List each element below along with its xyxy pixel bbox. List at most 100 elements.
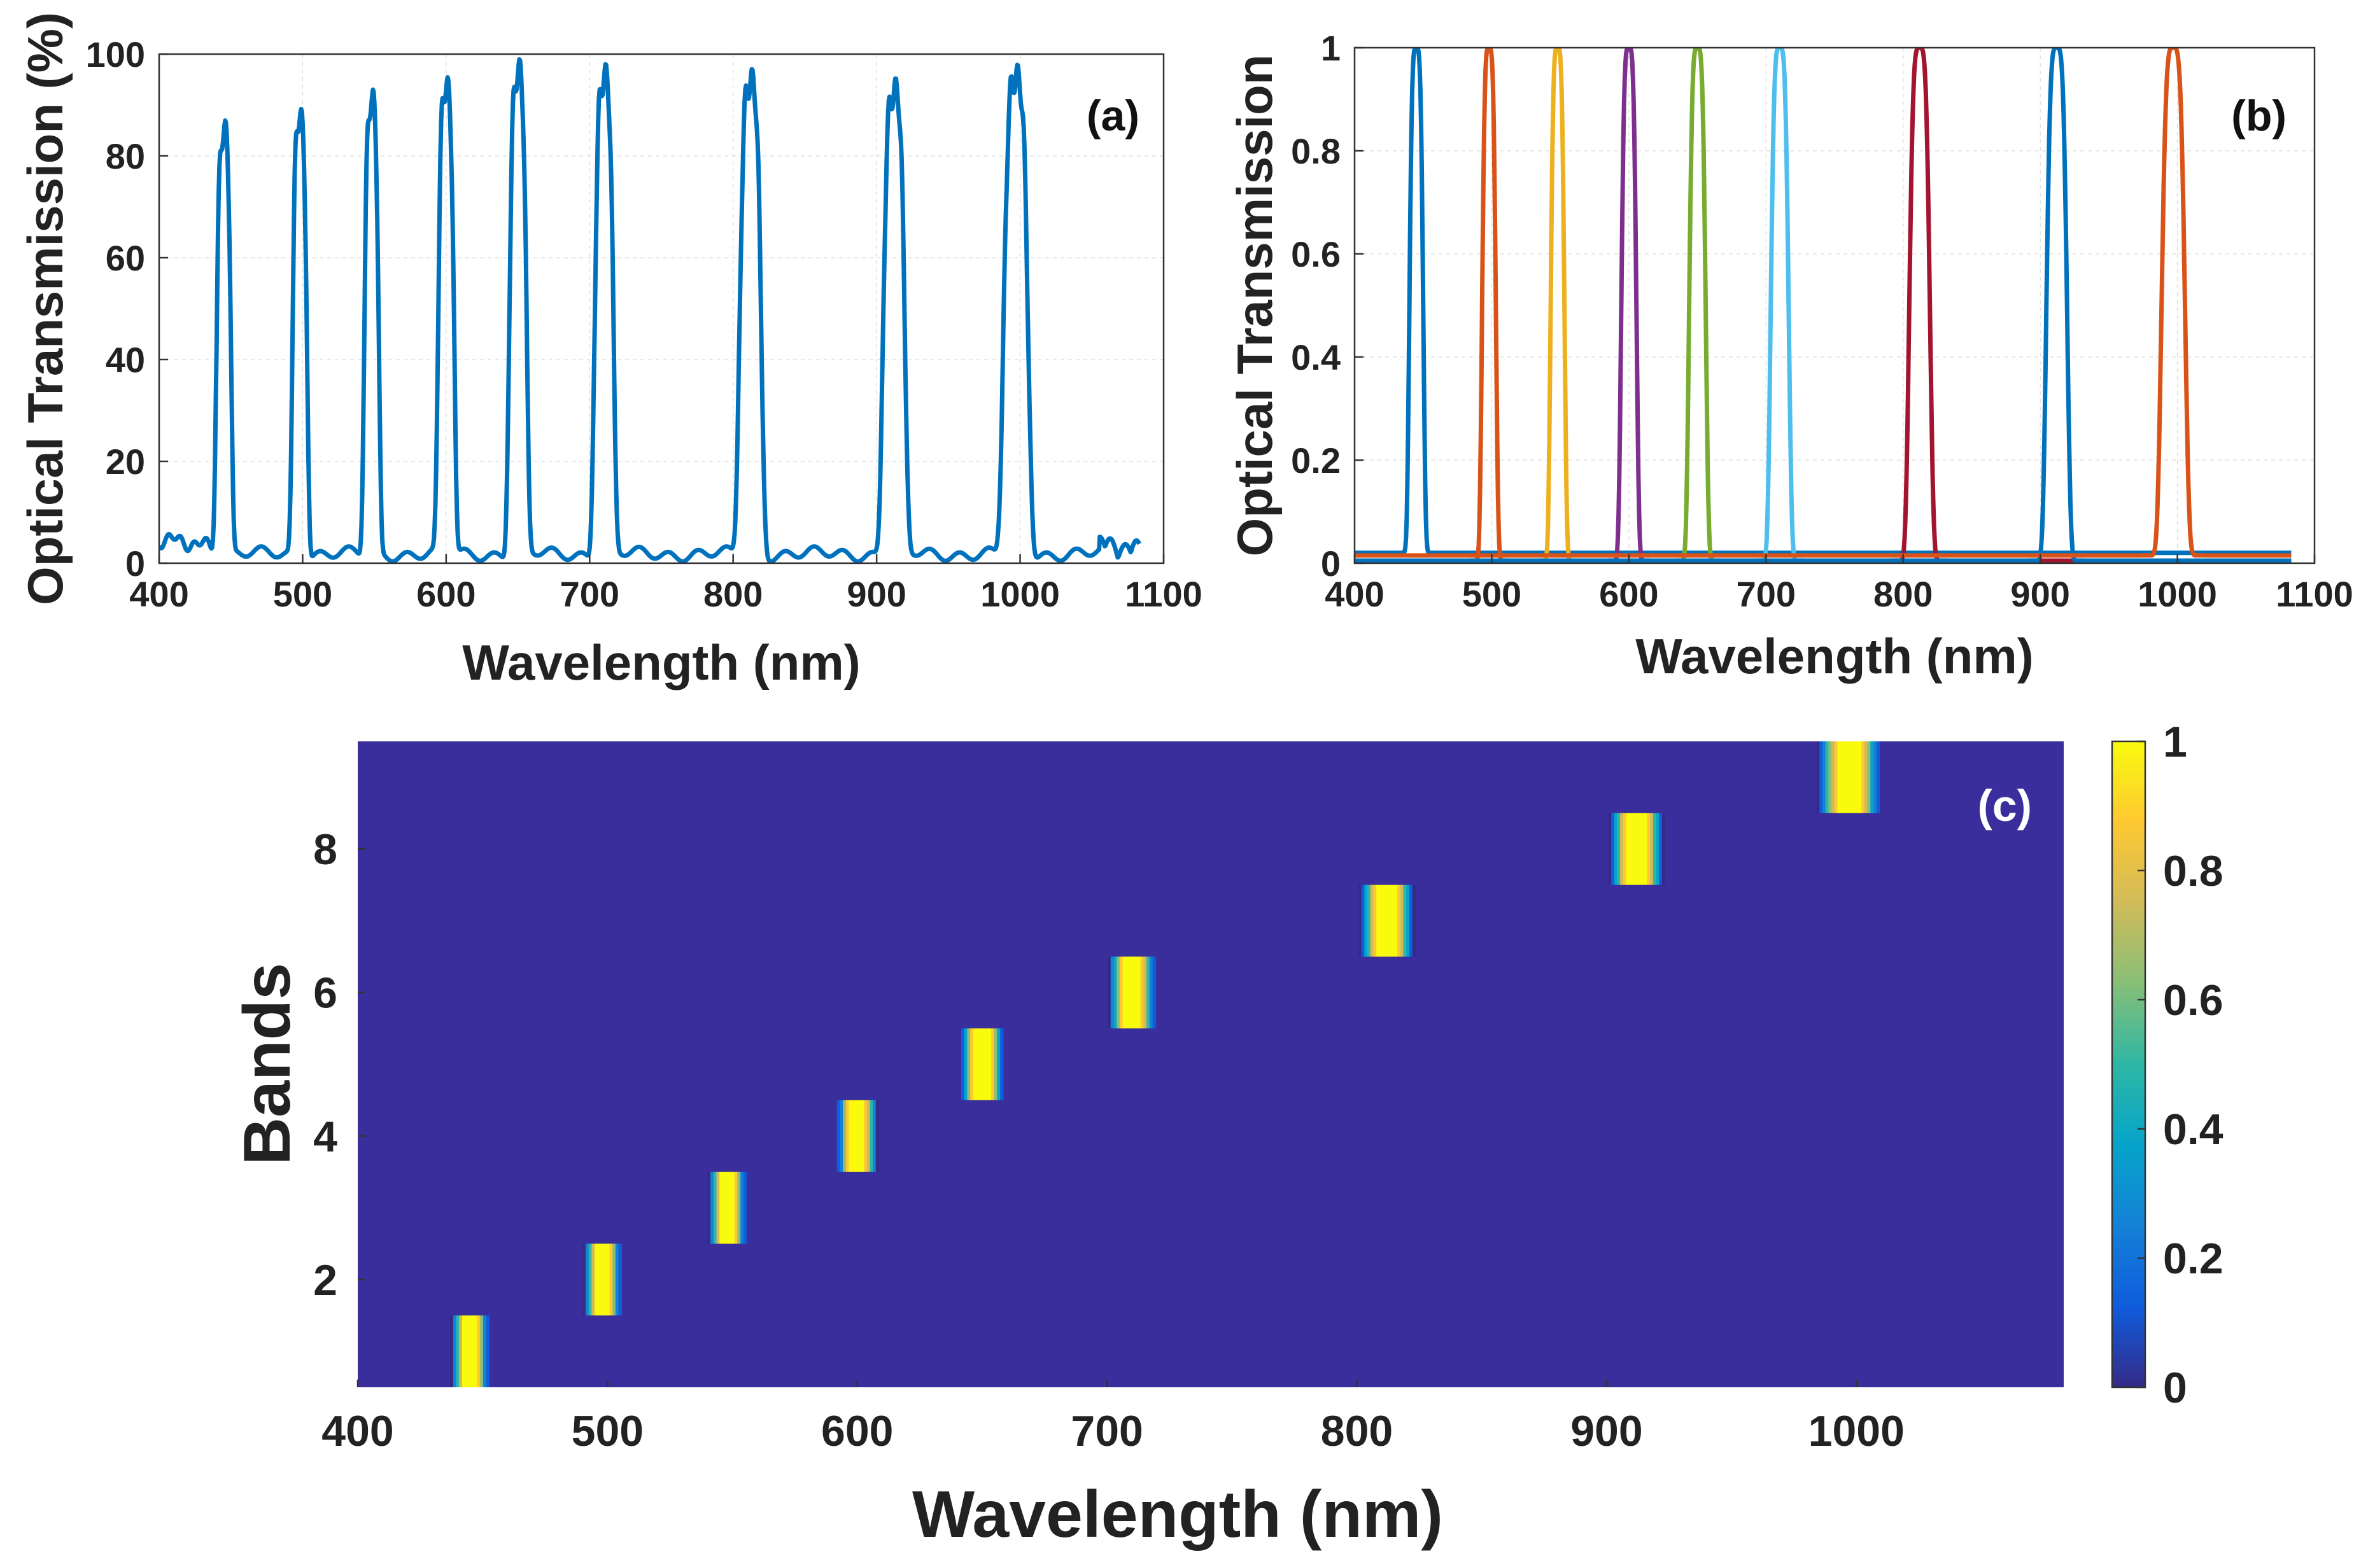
heatmap-cell-band-7 bbox=[1364, 885, 1368, 957]
heatmap-cell-band-6 bbox=[1138, 956, 1141, 1029]
heatmap-cell-band-4 bbox=[852, 1100, 856, 1172]
heatmap-cell-band-8 bbox=[1608, 813, 1612, 885]
heatmap-cell-band-6 bbox=[1134, 956, 1138, 1029]
chart-b-x-tick-label: 900 bbox=[2010, 574, 2069, 614]
chart-a-x-tick-label: 900 bbox=[847, 574, 906, 614]
heatmap-cell-band-8 bbox=[1626, 813, 1630, 885]
colorbar bbox=[2111, 740, 2146, 1389]
chart-a-y-tick-label: 0 bbox=[125, 543, 145, 584]
heatmap-cell-band-2 bbox=[582, 1243, 586, 1316]
heatmap-cell-band-1 bbox=[450, 1315, 454, 1387]
chart-b-series-lines bbox=[1355, 48, 2293, 563]
chart-panel-b: 400 500 600 700 800 900 1000 1100 0 0.2 0.4 0.6 0.8 1… bbox=[1227, 28, 2353, 684]
heatmap-cell-band-8 bbox=[1620, 813, 1624, 885]
heatmap-cell-band-7 bbox=[1397, 885, 1401, 957]
heatmap-cell-band-9 bbox=[1858, 741, 1862, 813]
heatmap-cell-band-6 bbox=[1140, 956, 1144, 1029]
heatmap-cell-band-4 bbox=[864, 1100, 868, 1172]
chart-c-x-tick-label: 400 bbox=[321, 1407, 393, 1455]
heatmap-cell-band-9 bbox=[1870, 741, 1874, 813]
heatmap-cell-band-7 bbox=[1391, 885, 1395, 957]
heatmap-cell-band-1 bbox=[474, 1315, 478, 1387]
heatmap-cell-band-1 bbox=[480, 1315, 484, 1387]
heatmap-cell-band-5 bbox=[1000, 1028, 1004, 1100]
chart-b-x-tick-label: 600 bbox=[1599, 574, 1658, 614]
chart-a-x-tick-label: 500 bbox=[273, 574, 332, 614]
heatmap-cell-band-7 bbox=[1382, 885, 1386, 957]
heatmap-cell-band-7 bbox=[1412, 885, 1416, 957]
heatmap-cell-band-1 bbox=[477, 1315, 481, 1387]
heatmap-cell-band-6 bbox=[1152, 956, 1156, 1029]
heatmap-cell-band-7 bbox=[1373, 885, 1377, 957]
heatmap-cell-band-7 bbox=[1358, 885, 1362, 957]
heatmap-cell-band-9 bbox=[1828, 741, 1832, 813]
colorbar-tick-label: 0 bbox=[2163, 1364, 2187, 1412]
chart-a-x-tick-label: 700 bbox=[560, 574, 619, 614]
heatmap-cell-band-6 bbox=[1143, 956, 1147, 1029]
chart-a-y-tick-label: 20 bbox=[106, 442, 145, 482]
chart-c-x-axis-label: Wavelength (nm) bbox=[912, 1478, 1443, 1551]
heatmap-cell-band-5 bbox=[976, 1028, 980, 1100]
chart-b-series-line-9 bbox=[1355, 48, 2293, 558]
colorbar-tick-label: 0.8 bbox=[2163, 847, 2224, 895]
heatmap-cell-band-8 bbox=[1644, 813, 1648, 885]
heatmap-cell-band-3 bbox=[740, 1172, 744, 1244]
heatmap-cell-band-7 bbox=[1403, 885, 1407, 957]
heatmap-cell-band-8 bbox=[1623, 813, 1627, 885]
heatmap-cell-band-3 bbox=[713, 1172, 717, 1244]
heatmap-cell-band-7 bbox=[1400, 885, 1404, 957]
heatmap-cell-band-6 bbox=[1117, 956, 1120, 1029]
heatmap-cell-band-3 bbox=[737, 1172, 741, 1244]
colorbar-tick-label: 1 bbox=[2163, 718, 2187, 766]
chart-b-y-tick-label: 0.8 bbox=[1291, 131, 1341, 171]
heatmap-cell-band-7 bbox=[1406, 885, 1410, 957]
heatmap-cell-band-7 bbox=[1379, 885, 1383, 957]
heatmap-cell-band-6 bbox=[1125, 956, 1129, 1029]
heatmap-cell-band-9 bbox=[1855, 741, 1859, 813]
heatmap-cell-band-5 bbox=[961, 1028, 965, 1100]
heatmap-cell-band-4 bbox=[849, 1100, 852, 1172]
chart-b-ticks: 400 500 600 700 800 900 1000 1100 0 0.2 0.4 0.6 0.8 1 bbox=[1291, 28, 2353, 614]
heatmap-cell-band-6 bbox=[1119, 956, 1124, 1029]
chart-panel-a: 400 500 600 700 800 900 1000 1100 0 20 40 60 80 100 (… bbox=[17, 12, 1202, 690]
heatmap-cell-band-6 bbox=[1149, 956, 1153, 1029]
chart-c-x-tick-label: 800 bbox=[1321, 1407, 1393, 1455]
heatmap-cell-band-8 bbox=[1614, 813, 1617, 885]
heatmap-cell-band-6 bbox=[1107, 956, 1111, 1029]
chart-c-ticks: 400 500 600 700 800 900 1000 2 4 6 8 bbox=[313, 825, 1905, 1455]
chart-c-y-tick-label: 2 bbox=[313, 1256, 337, 1305]
heatmap-cell-band-1 bbox=[462, 1315, 466, 1387]
heatmap-cell-band-7 bbox=[1361, 885, 1365, 957]
heatmap-cell-band-1 bbox=[453, 1315, 457, 1387]
heatmap-cell-band-1 bbox=[456, 1315, 460, 1387]
heatmap-cell-band-9 bbox=[1861, 741, 1865, 813]
heatmap-cell-band-4 bbox=[866, 1100, 870, 1172]
heatmap-cell-band-3 bbox=[731, 1172, 735, 1244]
heatmap-cell-band-2 bbox=[606, 1243, 610, 1316]
heatmap-cell-band-5 bbox=[994, 1028, 998, 1100]
chart-b-x-tick-label: 500 bbox=[1462, 574, 1521, 614]
heatmap-cell-band-9 bbox=[1825, 741, 1829, 813]
heatmap-cell-band-9 bbox=[1864, 741, 1868, 813]
heatmap-cell-band-5 bbox=[979, 1028, 983, 1100]
heatmap-cell-band-9 bbox=[1831, 741, 1835, 813]
heatmap-cell-band-7 bbox=[1385, 885, 1389, 957]
chart-a-panel-label: (a) bbox=[1087, 92, 1139, 140]
heatmap-cell-band-4 bbox=[845, 1100, 849, 1172]
chart-a-x-tick-label: 1100 bbox=[1125, 574, 1202, 614]
heatmap-cell-band-3 bbox=[707, 1172, 711, 1244]
heatmap-cell-band-2 bbox=[618, 1243, 622, 1316]
heatmap-cell-band-8 bbox=[1632, 813, 1636, 885]
heatmap-cell-band-9 bbox=[1852, 741, 1856, 813]
heatmap-cell-band-9 bbox=[1867, 741, 1871, 813]
heatmap-cell-band-4 bbox=[875, 1100, 880, 1172]
heatmap-cell-band-6 bbox=[1128, 956, 1132, 1029]
heatmap-cell-band-3 bbox=[710, 1172, 714, 1244]
heatmap-cell-band-2 bbox=[585, 1243, 589, 1316]
chart-b-x-tick-label: 800 bbox=[1873, 574, 1933, 614]
heatmap-cell-band-9 bbox=[1876, 741, 1880, 813]
chart-a-y-tick-label: 100 bbox=[86, 34, 145, 74]
heatmap-cell-band-9 bbox=[1834, 741, 1838, 813]
heatmap-cell-band-6 bbox=[1113, 956, 1117, 1029]
heatmap-cell-band-7 bbox=[1376, 885, 1380, 957]
